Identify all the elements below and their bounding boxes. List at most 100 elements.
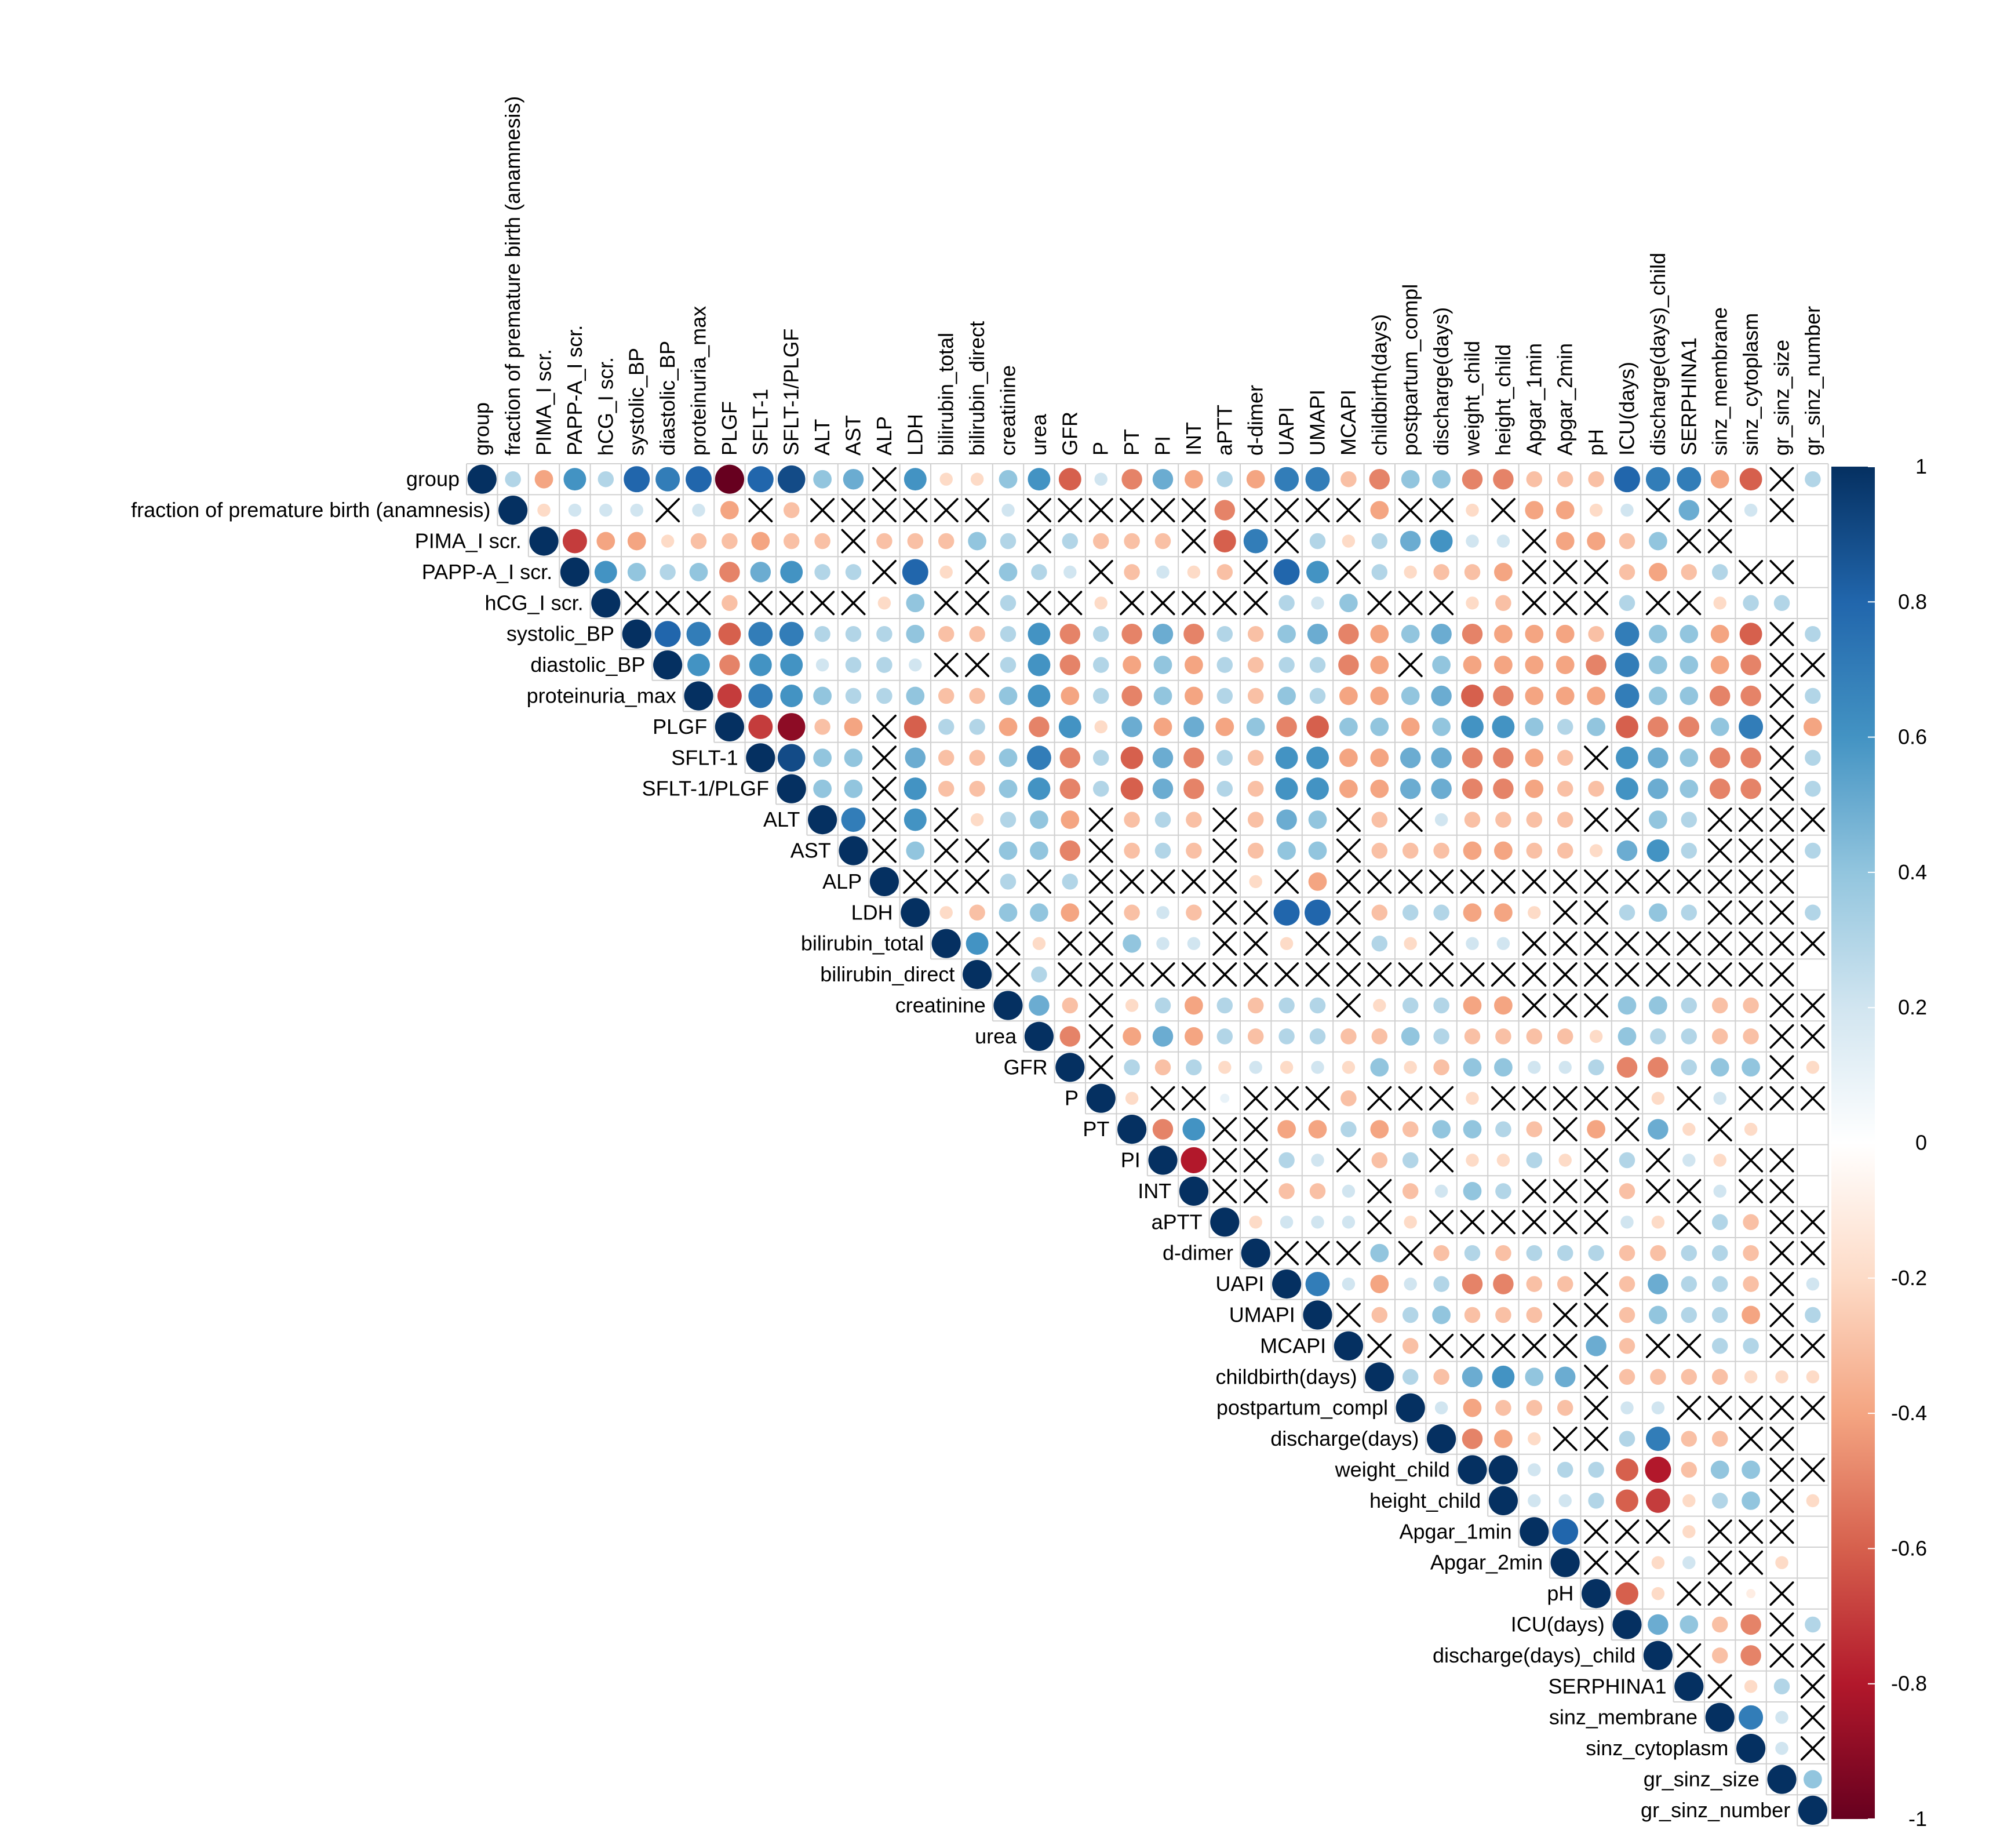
cell-circle [1216, 997, 1233, 1014]
cell-circle [969, 904, 985, 921]
cell-circle [1711, 1431, 1728, 1447]
cell-circle [1743, 595, 1759, 612]
cross-stroke [1707, 1519, 1732, 1544]
cell-circle [1152, 623, 1174, 645]
cross-stroke [1584, 1427, 1609, 1452]
cell-nonsignificant-marker [872, 745, 897, 770]
cell-nonsignificant-marker [1769, 559, 1794, 584]
cell-circle [1401, 624, 1420, 643]
cell-nonsignificant-marker [1645, 591, 1670, 616]
cross-stroke [1429, 498, 1454, 523]
cell-circle [1806, 1370, 1820, 1384]
cell-circle [1123, 656, 1141, 674]
cell-nonsignificant-marker [1181, 869, 1206, 894]
cell-circle [1681, 564, 1697, 580]
cell-nonsignificant-marker [1800, 1643, 1825, 1668]
cell-nonsignificant-marker [872, 498, 897, 523]
cell-nonsignificant-marker [1769, 1178, 1794, 1203]
cell-circle [1216, 687, 1233, 704]
cell-circle [1616, 1458, 1638, 1481]
cell-circle [1461, 715, 1484, 739]
cell-nonsignificant-marker [1429, 1210, 1454, 1235]
cross-stroke [1553, 1303, 1578, 1327]
cell-nonsignificant-marker [1769, 1272, 1794, 1297]
cell-circle [1711, 997, 1728, 1014]
cell-circle [1464, 1028, 1481, 1045]
cell-nonsignificant-marker [1584, 900, 1609, 925]
cell-nonsignificant-marker [1707, 1117, 1732, 1142]
cell-circle [1649, 1305, 1667, 1325]
cell-circle [1340, 1121, 1357, 1137]
cell-circle [1526, 1245, 1543, 1261]
cell-nonsignificant-marker [1584, 745, 1609, 770]
cell-circle [1434, 1401, 1448, 1414]
cell-circle [780, 561, 803, 584]
cell-circle [1153, 686, 1172, 705]
column-label-postpartum-compl: postpartum_compl [1398, 284, 1422, 456]
cell-circle [1247, 657, 1264, 673]
cell-circle [1309, 1183, 1326, 1199]
cross-stroke [934, 498, 959, 523]
cell-nonsignificant-marker [1800, 1395, 1825, 1420]
cell-circle [999, 841, 1018, 860]
cell-circle [1462, 1274, 1483, 1294]
cell-circle [653, 650, 683, 680]
cross-stroke [1800, 1395, 1825, 1420]
cell-nonsignificant-marker [1769, 931, 1794, 956]
cell-circle [722, 533, 738, 550]
cross-stroke [1243, 962, 1268, 987]
cell-circle [1557, 1028, 1573, 1045]
cross-stroke [1058, 962, 1083, 987]
cell-nonsignificant-marker [1429, 591, 1454, 616]
column-label-sflt-1-plgf: SFLT-1/PLGF [779, 329, 803, 456]
cell-circle [1063, 565, 1077, 579]
cell-circle [1278, 657, 1295, 673]
cell-circle [1123, 934, 1141, 953]
column-label-bilirubin-total: bilirubin_total [934, 333, 958, 456]
cell-circle [1400, 747, 1421, 769]
cross-stroke [1305, 1241, 1330, 1265]
cell-nonsignificant-marker [1088, 1024, 1113, 1049]
cross-stroke [1367, 962, 1392, 987]
cross-stroke [779, 591, 804, 616]
cell-nonsignificant-marker [1058, 931, 1083, 956]
cell-circle [1401, 718, 1420, 736]
cell-nonsignificant-marker [1336, 962, 1361, 987]
cell-nonsignificant-marker [841, 529, 866, 554]
cell-circle [907, 533, 924, 550]
cell-circle [1247, 780, 1264, 797]
cell-nonsignificant-marker [1522, 1178, 1547, 1203]
cross-stroke [1769, 559, 1794, 584]
cell-circle [1556, 624, 1575, 643]
cell-circle [906, 594, 925, 613]
cell-circle [1588, 1245, 1604, 1261]
cross-stroke [1739, 1395, 1764, 1420]
cell-circle [1739, 468, 1762, 491]
cell-circle [1061, 903, 1080, 922]
cross-stroke [1398, 962, 1423, 987]
cell-circle [1339, 718, 1358, 736]
cell-nonsignificant-marker [1707, 1581, 1732, 1606]
cell-circle [1055, 1053, 1085, 1082]
cell-circle [1179, 1176, 1208, 1206]
cell-nonsignificant-marker [1769, 776, 1794, 801]
cross-stroke [1026, 869, 1051, 894]
cell-circle [1743, 1338, 1759, 1354]
column-label-int: INT [1182, 422, 1205, 456]
cell-circle [1462, 623, 1483, 645]
cell-nonsignificant-marker [1769, 653, 1794, 678]
cell-nonsignificant-marker [1707, 869, 1732, 894]
cross-stroke [1645, 498, 1670, 523]
cell-nonsignificant-marker [1739, 1086, 1764, 1111]
cell-nonsignificant-marker [1150, 591, 1175, 616]
colorbar-tick-label: -1 [1908, 1807, 1927, 1831]
cell-circle [1649, 656, 1667, 674]
column-label-sinz-membrane: sinz_membrane [1708, 307, 1732, 456]
cross-stroke [1522, 559, 1547, 584]
cell-circle [1433, 842, 1449, 859]
cell-circle [905, 747, 926, 769]
cell-nonsignificant-marker [1150, 869, 1175, 894]
cell-circle [1340, 1090, 1357, 1107]
cross-stroke [1212, 1117, 1237, 1142]
cross-stroke [1584, 1395, 1609, 1420]
